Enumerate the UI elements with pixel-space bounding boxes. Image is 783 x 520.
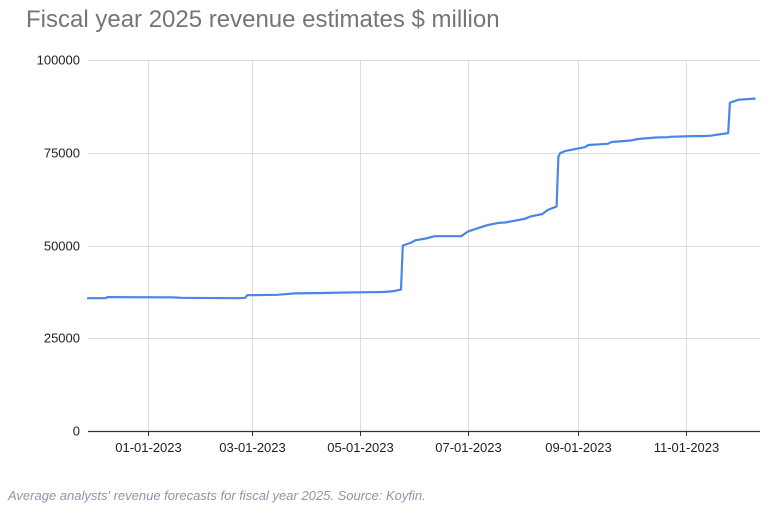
x-tick-label: 01-01-2023 [115, 440, 182, 455]
chart-caption: Average analysts' revenue forecasts for … [8, 488, 426, 503]
y-tick-label: 50000 [44, 239, 80, 254]
x-tick-label: 07-01-2023 [435, 440, 502, 455]
x-tick-label: 09-01-2023 [545, 440, 612, 455]
y-tick-label: 75000 [44, 146, 80, 161]
chart-title: Fiscal year 2025 revenue estimates $ mil… [26, 6, 500, 33]
x-tick-label: 03-01-2023 [219, 440, 286, 455]
y-tick-label: 25000 [44, 331, 80, 346]
x-tick-label: 05-01-2023 [327, 440, 394, 455]
y-tick-label: 100000 [37, 53, 80, 68]
series-line-0 [86, 97, 756, 300]
y-tick-label: 0 [73, 424, 80, 439]
x-tick-label: 11-01-2023 [654, 440, 720, 455]
